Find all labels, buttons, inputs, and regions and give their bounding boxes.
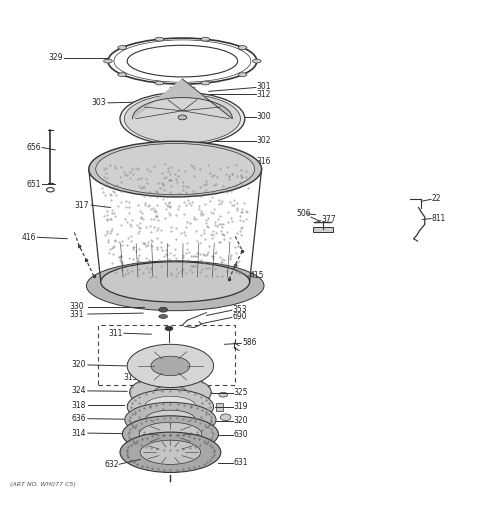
- Ellipse shape: [122, 416, 218, 452]
- Ellipse shape: [120, 92, 245, 145]
- Text: 300: 300: [257, 112, 271, 121]
- Ellipse shape: [238, 45, 247, 50]
- Ellipse shape: [86, 261, 264, 311]
- Ellipse shape: [155, 81, 164, 85]
- Ellipse shape: [96, 144, 255, 195]
- Ellipse shape: [118, 73, 127, 77]
- Text: 316: 316: [257, 157, 271, 167]
- Text: 631: 631: [234, 458, 248, 468]
- Ellipse shape: [178, 150, 187, 155]
- Text: 320: 320: [234, 415, 248, 425]
- Ellipse shape: [155, 37, 164, 41]
- Text: 314: 314: [71, 429, 85, 437]
- Text: 630: 630: [234, 430, 248, 438]
- Text: 636: 636: [71, 414, 85, 423]
- Text: 320: 320: [71, 360, 85, 369]
- Text: 416: 416: [22, 233, 36, 242]
- Ellipse shape: [151, 356, 190, 376]
- Text: 811: 811: [432, 214, 446, 223]
- Text: 313: 313: [124, 374, 138, 382]
- Text: 324: 324: [71, 386, 85, 396]
- Ellipse shape: [154, 386, 187, 399]
- Text: 353: 353: [233, 305, 247, 314]
- Ellipse shape: [101, 262, 250, 302]
- Ellipse shape: [120, 432, 221, 473]
- Ellipse shape: [159, 315, 168, 318]
- Text: 329: 329: [48, 53, 62, 62]
- Text: 302: 302: [257, 136, 271, 145]
- Text: 377: 377: [322, 216, 336, 224]
- Text: (ART NO. WH077 C5): (ART NO. WH077 C5): [10, 482, 75, 487]
- Ellipse shape: [139, 422, 202, 446]
- Text: 303: 303: [91, 98, 106, 107]
- Bar: [216, 403, 223, 410]
- Ellipse shape: [104, 59, 112, 63]
- Ellipse shape: [174, 106, 191, 110]
- Ellipse shape: [220, 414, 231, 421]
- Ellipse shape: [124, 94, 240, 143]
- Text: 317: 317: [74, 201, 89, 210]
- Ellipse shape: [125, 402, 216, 437]
- Ellipse shape: [127, 344, 214, 387]
- Text: 319: 319: [234, 402, 248, 411]
- Text: 656: 656: [26, 143, 41, 152]
- Ellipse shape: [201, 81, 210, 85]
- Ellipse shape: [89, 141, 262, 197]
- Ellipse shape: [130, 376, 211, 409]
- Text: 312: 312: [257, 90, 271, 99]
- Text: 325: 325: [234, 388, 248, 397]
- Ellipse shape: [144, 397, 196, 417]
- Text: 22: 22: [432, 194, 442, 203]
- Text: 330: 330: [70, 303, 84, 311]
- Text: 690: 690: [233, 312, 247, 321]
- Ellipse shape: [145, 410, 195, 429]
- Text: 506: 506: [297, 209, 311, 218]
- Ellipse shape: [219, 392, 228, 397]
- Ellipse shape: [238, 73, 247, 77]
- Ellipse shape: [165, 327, 173, 331]
- Ellipse shape: [118, 45, 127, 50]
- Text: 651: 651: [26, 180, 41, 189]
- Text: 311: 311: [108, 329, 122, 338]
- Text: 318: 318: [71, 401, 85, 410]
- Ellipse shape: [127, 389, 214, 424]
- Ellipse shape: [140, 440, 201, 464]
- Text: 632: 632: [105, 460, 119, 469]
- Ellipse shape: [159, 307, 168, 312]
- Text: 331: 331: [70, 310, 84, 318]
- Ellipse shape: [252, 59, 261, 63]
- Polygon shape: [132, 79, 232, 119]
- Text: 301: 301: [257, 82, 271, 91]
- Ellipse shape: [201, 37, 210, 41]
- Text: 586: 586: [242, 338, 257, 347]
- Text: 415: 415: [250, 271, 264, 280]
- Ellipse shape: [178, 115, 187, 120]
- Bar: [313, 227, 333, 233]
